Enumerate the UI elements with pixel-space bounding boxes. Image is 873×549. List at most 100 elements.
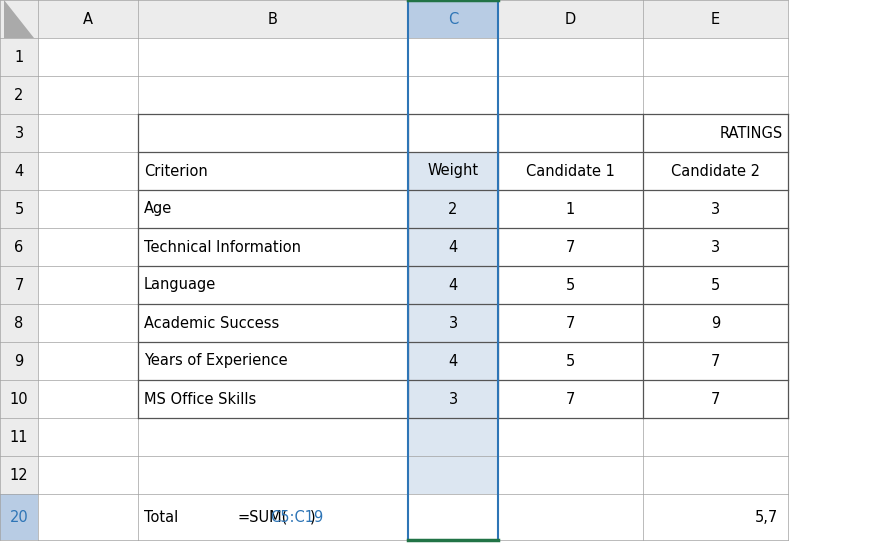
Bar [0,456,38,494]
Bar [138,418,408,456]
Text: Years of Experience: Years of Experience [144,354,287,368]
Bar [408,418,498,456]
Bar [643,114,788,152]
Text: 7: 7 [566,316,575,330]
Bar [643,38,788,76]
Bar [498,38,643,76]
Bar [498,0,643,38]
Bar [498,380,643,418]
Bar [138,76,408,114]
Bar [498,114,643,152]
Text: 2: 2 [449,201,457,216]
Bar [138,456,408,494]
Text: Age: Age [144,201,172,216]
Text: MS Office Skills: MS Office Skills [144,391,257,406]
Bar [498,494,643,540]
Text: 3: 3 [711,201,720,216]
Bar [643,418,788,456]
Text: 7: 7 [711,354,720,368]
Bar [138,228,408,266]
Text: 1: 1 [566,201,575,216]
Text: 7: 7 [566,391,575,406]
Text: Language: Language [144,277,217,293]
Text: Total: Total [144,509,178,524]
Bar [643,266,788,304]
Text: 4: 4 [449,354,457,368]
Bar [0,380,38,418]
Bar [38,418,138,456]
Bar [408,114,498,152]
Bar [408,494,498,540]
Text: RATINGS: RATINGS [719,126,783,141]
Bar [38,456,138,494]
Text: 9: 9 [711,316,720,330]
Text: A: A [83,12,93,26]
Bar [498,456,643,494]
Text: C5:C19: C5:C19 [271,509,324,524]
Bar [138,494,408,540]
Bar [0,418,38,456]
Text: 6: 6 [14,239,24,255]
Bar [38,190,138,228]
Bar [408,0,498,38]
Bar [138,114,408,152]
Text: ): ) [309,509,315,524]
Text: E: E [711,12,720,26]
Bar [643,228,788,266]
Text: 3: 3 [15,126,24,141]
Bar [0,342,38,380]
Bar [408,304,498,342]
Text: 3: 3 [449,316,457,330]
Bar [408,152,498,190]
Bar [38,304,138,342]
Text: 3: 3 [711,239,720,255]
Text: 2: 2 [14,87,24,103]
Bar [498,418,643,456]
Text: 1: 1 [14,49,24,64]
Text: 5,7: 5,7 [755,509,778,524]
Bar [0,190,38,228]
Bar [0,494,38,540]
Text: Criterion: Criterion [144,164,208,178]
Bar [38,152,138,190]
Bar [408,380,498,418]
Bar [643,494,788,540]
Bar [0,304,38,342]
Bar [138,380,408,418]
Bar [498,266,643,304]
Text: 3: 3 [449,391,457,406]
Bar [0,0,38,38]
Text: Academic Success: Academic Success [144,316,279,330]
Bar [408,228,498,266]
Bar [0,152,38,190]
Text: 12: 12 [10,468,28,483]
Bar [0,266,38,304]
Text: 4: 4 [449,277,457,293]
Text: B: B [268,12,278,26]
Text: 4: 4 [449,239,457,255]
Text: 9: 9 [14,354,24,368]
Text: 20: 20 [10,509,29,524]
Bar [138,304,408,342]
Text: 11: 11 [10,429,28,445]
Text: Weight: Weight [428,164,478,178]
Bar [643,342,788,380]
Bar [498,190,643,228]
Bar [38,494,138,540]
Bar [408,266,498,304]
Text: 5: 5 [14,201,24,216]
Bar [498,304,643,342]
Bar [38,228,138,266]
Text: 8: 8 [14,316,24,330]
Bar [38,380,138,418]
Bar [408,38,498,76]
Bar [138,190,408,228]
Text: 7: 7 [566,239,575,255]
Text: 5: 5 [711,277,720,293]
Bar [0,76,38,114]
Bar [38,342,138,380]
Bar [138,342,408,380]
Text: 7: 7 [711,391,720,406]
Bar [498,228,643,266]
Bar [643,380,788,418]
